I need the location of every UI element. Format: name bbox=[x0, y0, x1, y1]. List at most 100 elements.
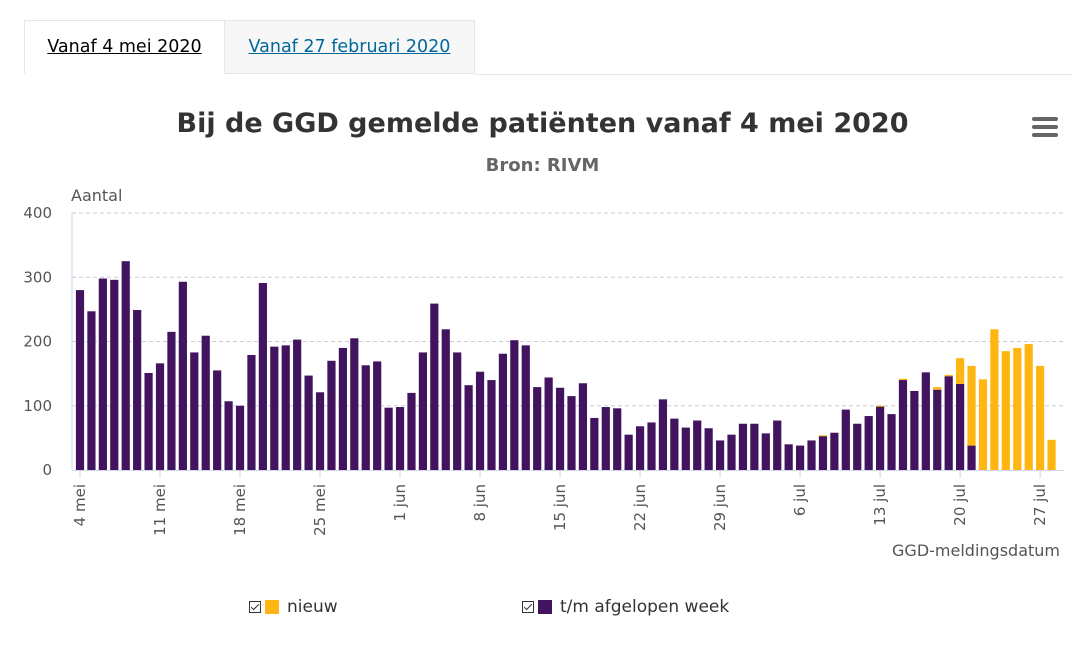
x-tick-label: 15 jun bbox=[551, 484, 569, 531]
bar-afgelopen-week bbox=[453, 352, 462, 470]
bar-afgelopen-week bbox=[933, 389, 942, 470]
legend-swatch bbox=[538, 600, 552, 614]
bar-afgelopen-week bbox=[533, 387, 542, 470]
bar-afgelopen-week bbox=[807, 440, 816, 470]
bar-afgelopen-week bbox=[178, 281, 187, 470]
bar-afgelopen-week bbox=[853, 423, 862, 470]
bar-afgelopen-week bbox=[361, 365, 370, 470]
x-tick-label: 18 mei bbox=[231, 484, 249, 536]
x-tick-label: 22 jun bbox=[631, 484, 649, 531]
bar-afgelopen-week bbox=[681, 427, 690, 470]
bar-afgelopen-week bbox=[87, 311, 96, 470]
bar-afgelopen-week bbox=[418, 352, 427, 470]
bar-afgelopen-week bbox=[395, 407, 405, 470]
bar-afgelopen-week bbox=[464, 385, 473, 470]
bar-afgelopen-week bbox=[544, 377, 553, 470]
bar-afgelopen-week bbox=[315, 392, 325, 470]
bar-afgelopen-week bbox=[487, 380, 496, 470]
bar-afgelopen-week bbox=[167, 331, 176, 470]
tab-label: Vanaf 4 mei 2020 bbox=[47, 37, 202, 57]
bar-nieuw bbox=[1001, 351, 1010, 470]
bar-afgelopen-week bbox=[110, 279, 119, 470]
legend-item-afgelopen-week[interactable]: t/m afgelopen week bbox=[522, 597, 729, 617]
bar-afgelopen-week bbox=[213, 370, 222, 470]
x-tick-label: 4 mei bbox=[71, 484, 89, 526]
bar-nieuw bbox=[1047, 439, 1056, 470]
bar-afgelopen-week bbox=[578, 383, 588, 470]
bar-afgelopen-week bbox=[304, 375, 313, 470]
tab-divider bbox=[475, 74, 1073, 75]
bar-afgelopen-week bbox=[281, 345, 290, 470]
bar-nieuw bbox=[898, 378, 908, 381]
x-tick-label: 27 jul bbox=[1031, 484, 1049, 526]
bar-nieuw bbox=[876, 405, 885, 407]
y-tick-label: 0 bbox=[42, 461, 52, 479]
bar-afgelopen-week bbox=[121, 261, 130, 470]
y-axis-title: Aantal bbox=[71, 186, 122, 205]
bar-afgelopen-week bbox=[967, 445, 976, 470]
bar-chart: 0 100 200 300 400 4 mei 11 mei 18 mei 25 mei 1 ju… bbox=[23, 186, 1064, 560]
bar-nieuw bbox=[1024, 344, 1033, 470]
tab-vanaf-4-mei[interactable]: Vanaf 4 mei 2020 bbox=[24, 20, 225, 74]
bar-afgelopen-week bbox=[247, 354, 256, 470]
bar-afgelopen-week bbox=[613, 408, 622, 470]
bar-nieuw bbox=[818, 435, 828, 437]
bar-nieuw bbox=[990, 329, 999, 470]
legend-label: nieuw bbox=[287, 597, 338, 617]
bar-afgelopen-week bbox=[956, 383, 965, 470]
bar-afgelopen-week bbox=[258, 283, 267, 470]
legend-swatch bbox=[265, 600, 279, 614]
bar-afgelopen-week bbox=[498, 353, 508, 470]
x-axis-title: GGD-meldingsdatum bbox=[892, 541, 1060, 560]
chart-title: Bij de GGD gemelde patiënten vanaf 4 mei… bbox=[176, 108, 909, 139]
bar-afgelopen-week bbox=[921, 372, 930, 470]
bar-afgelopen-week bbox=[773, 420, 782, 470]
bar-afgelopen-week bbox=[293, 339, 302, 470]
bar-afgelopen-week bbox=[338, 347, 347, 470]
bar-afgelopen-week bbox=[144, 372, 153, 470]
bar-afgelopen-week bbox=[784, 444, 793, 470]
bar-afgelopen-week bbox=[635, 426, 645, 470]
bar-nieuw bbox=[967, 365, 976, 446]
bar-afgelopen-week bbox=[190, 352, 199, 470]
bar-afgelopen-week bbox=[761, 433, 770, 470]
bar-afgelopen-week bbox=[155, 363, 165, 470]
bar-afgelopen-week bbox=[727, 434, 736, 470]
x-tick-label: 29 jun bbox=[711, 484, 729, 531]
tab-vanaf-27-februari[interactable]: Vanaf 27 februari 2020 bbox=[225, 20, 475, 74]
legend-label: t/m afgelopen week bbox=[560, 597, 730, 617]
bar-afgelopen-week bbox=[818, 435, 828, 470]
bar-afgelopen-week bbox=[555, 387, 565, 470]
bar-afgelopen-week bbox=[887, 414, 896, 470]
x-tick-label: 25 mei bbox=[311, 484, 329, 536]
bar-afgelopen-week bbox=[521, 345, 530, 470]
bar-afgelopen-week bbox=[841, 409, 850, 470]
x-tick-label: 11 mei bbox=[151, 484, 169, 536]
tab-bar: Vanaf 4 mei 2020 Vanaf 27 februari 2020 bbox=[24, 20, 475, 75]
bar-nieuw bbox=[944, 374, 953, 377]
bar-afgelopen-week bbox=[407, 392, 416, 470]
bar-afgelopen-week bbox=[658, 399, 668, 470]
bar-afgelopen-week bbox=[133, 310, 142, 470]
bar-afgelopen-week bbox=[441, 329, 450, 470]
y-tick-label: 100 bbox=[23, 397, 52, 415]
checkbox-checked-icon[interactable] bbox=[522, 601, 534, 613]
chart-subtitle: Bron: RIVM bbox=[485, 155, 600, 176]
bar-afgelopen-week bbox=[693, 420, 702, 470]
bar-afgelopen-week bbox=[384, 407, 393, 470]
bar-afgelopen-week bbox=[327, 360, 336, 470]
x-tick-label: 13 jul bbox=[871, 484, 889, 526]
checkbox-checked-icon[interactable] bbox=[249, 601, 261, 613]
bar-afgelopen-week bbox=[350, 338, 359, 470]
bar-afgelopen-week bbox=[475, 371, 485, 470]
bar-afgelopen-week bbox=[373, 361, 382, 470]
bar-afgelopen-week bbox=[647, 422, 656, 470]
bar-afgelopen-week bbox=[910, 390, 919, 470]
bar-afgelopen-week bbox=[567, 396, 576, 470]
bar-afgelopen-week bbox=[235, 405, 245, 470]
bar-afgelopen-week bbox=[715, 440, 725, 470]
legend-item-nieuw[interactable]: nieuw bbox=[249, 597, 338, 617]
hamburger-menu-icon[interactable] bbox=[1032, 117, 1058, 139]
bar-afgelopen-week bbox=[864, 416, 873, 470]
bar-afgelopen-week bbox=[601, 407, 610, 470]
